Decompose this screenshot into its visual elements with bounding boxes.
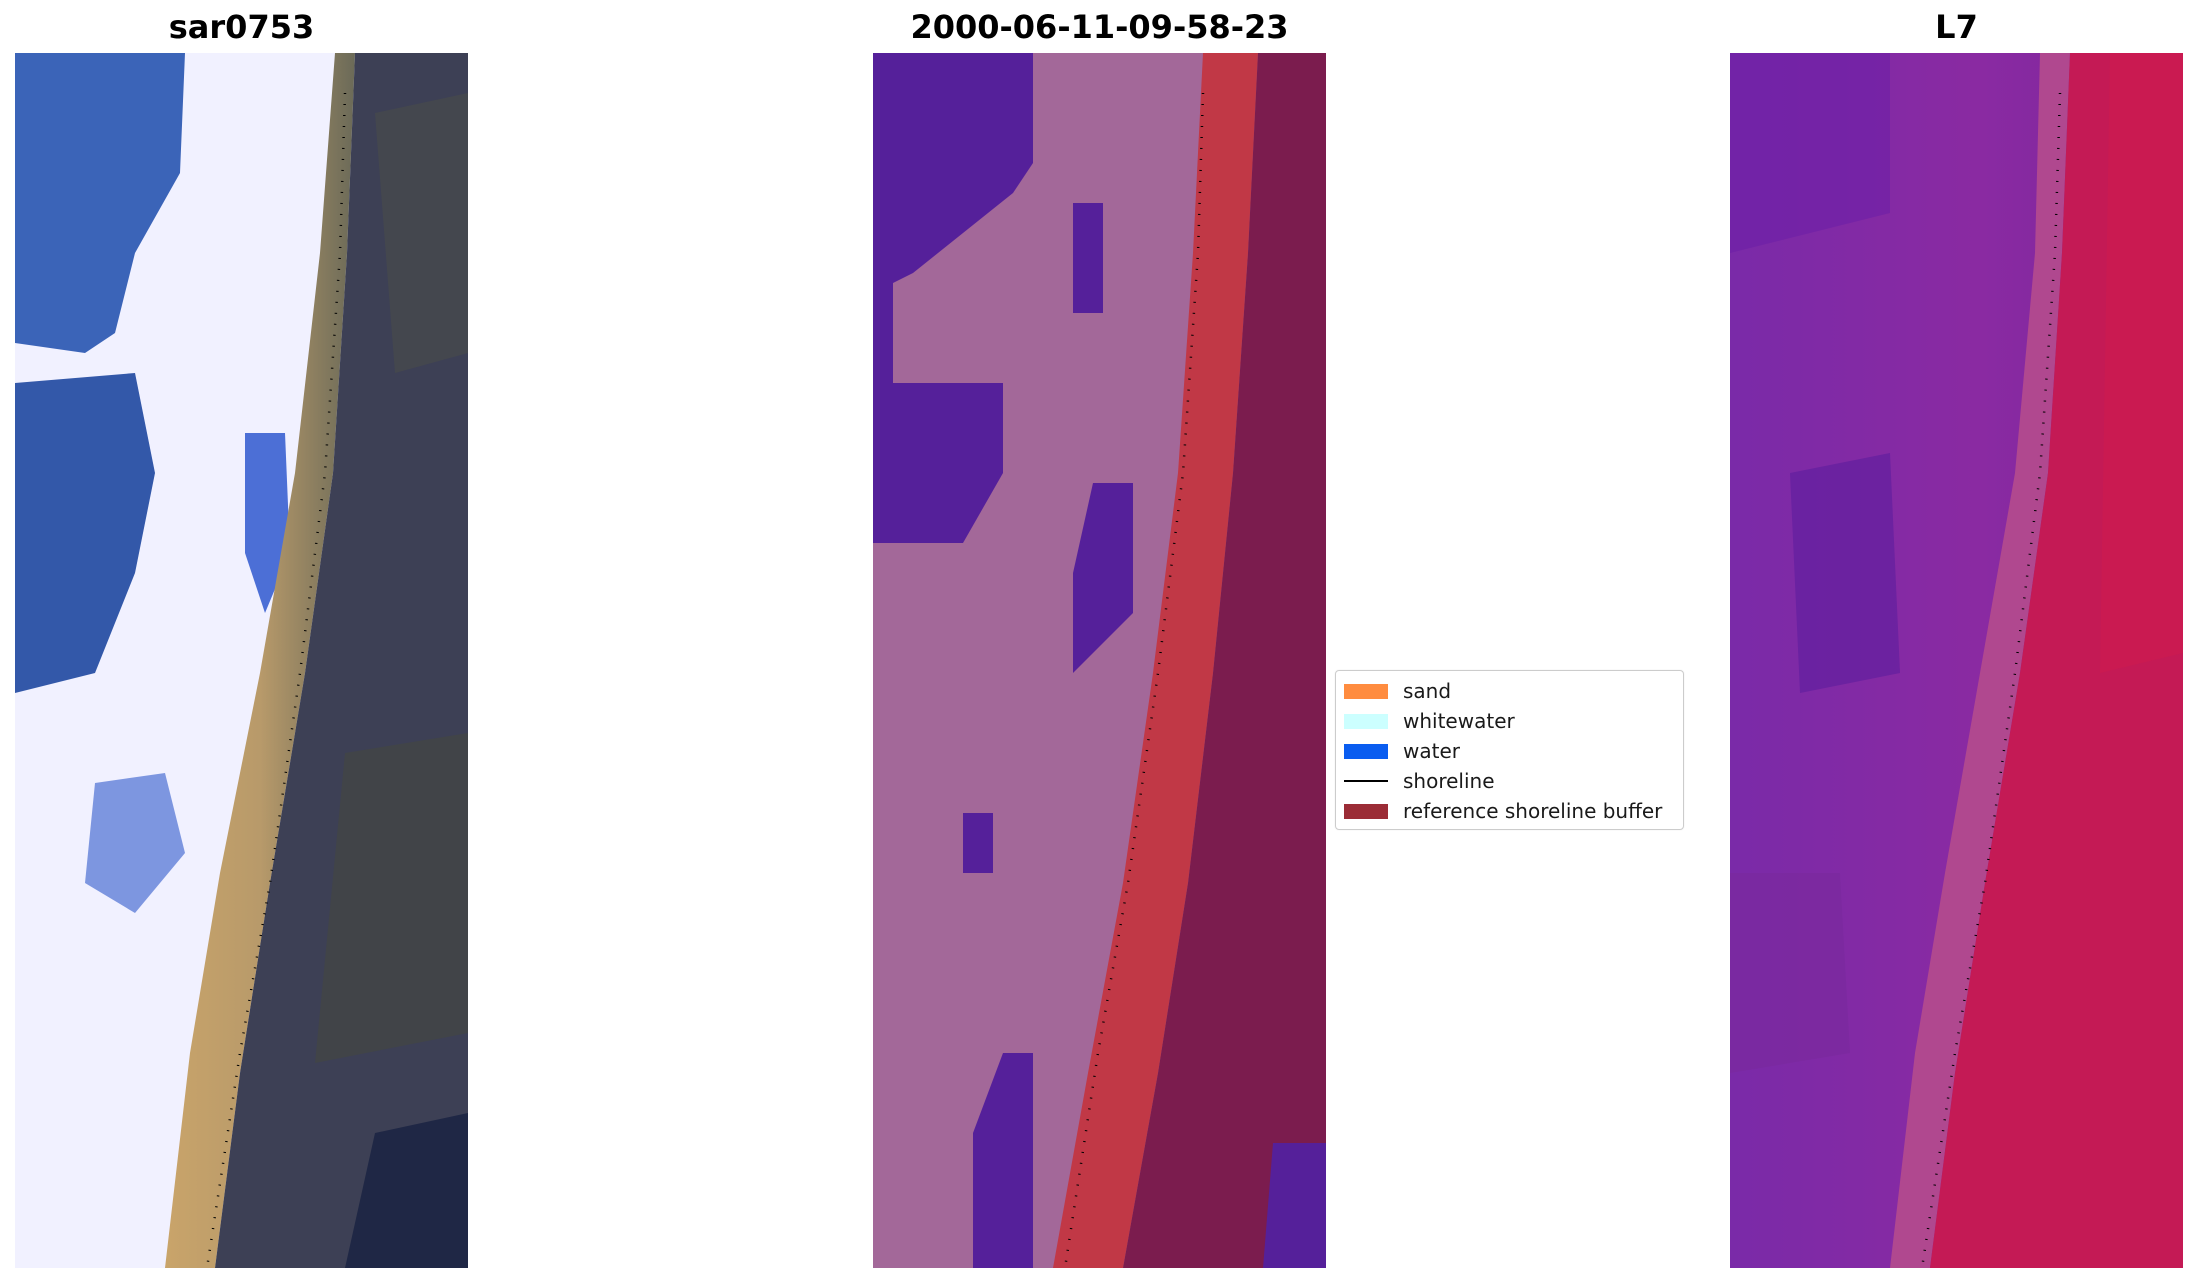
legend-label-buffer: reference shoreline buffer: [1403, 799, 1663, 823]
shoreline-line-swatch: [1344, 780, 1388, 782]
legend-label-shoreline: shoreline: [1403, 769, 1495, 793]
index-image: [1730, 53, 2183, 1268]
legend-item-whitewater: whitewater: [1344, 706, 1515, 736]
classification-image-panel: [873, 53, 1326, 1268]
panel-title-rgb: sar0753: [168, 8, 315, 46]
sand-swatch: [1344, 683, 1388, 699]
legend-label-sand: sand: [1403, 679, 1452, 703]
index-image-panel: [1730, 53, 2183, 1268]
legend-item-shoreline: shoreline: [1344, 766, 1495, 796]
legend-label-whitewater: whitewater: [1403, 709, 1515, 733]
legend-item-buffer: reference shoreline buffer: [1344, 796, 1662, 826]
panel-title-index: L7: [1935, 8, 1978, 46]
classification-image: [873, 53, 1326, 1268]
legend-label-water: water: [1403, 739, 1460, 763]
legend-item-sand: sand: [1344, 676, 1451, 706]
panel-title-classification: 2000-06-11-09-58-23: [910, 8, 1289, 46]
legend: sand whitewater water shoreline referenc…: [1335, 670, 1684, 830]
water-swatch: [1344, 743, 1388, 759]
whitewater-swatch: [1344, 713, 1388, 729]
rgb-image-panel: [15, 53, 468, 1268]
buffer-swatch: [1344, 803, 1388, 819]
legend-item-water: water: [1344, 736, 1460, 766]
rgb-image: [15, 53, 468, 1268]
